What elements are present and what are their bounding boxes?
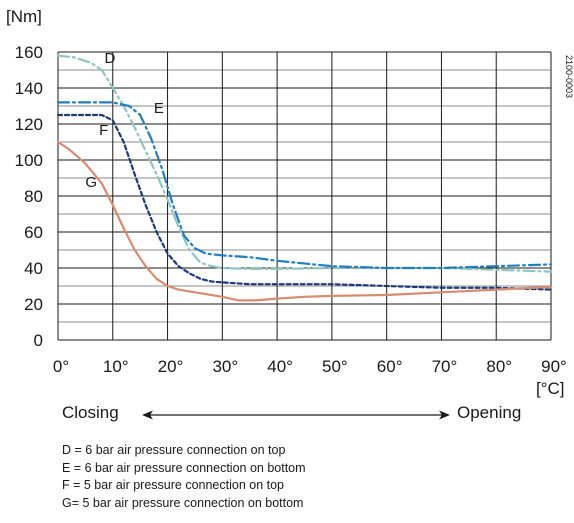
legend-entry-g: G= 5 bar air pressure connection on bott… <box>62 495 304 510</box>
series-label-d: D <box>105 50 116 67</box>
legend-entry-f: F = 5 bar air pressure connection on top <box>62 478 285 492</box>
series-label-g: G <box>85 174 97 191</box>
y-tick-label: 140 <box>15 79 43 98</box>
series-line-g <box>56 140 553 302</box>
x-tick-label: 50° <box>322 357 348 376</box>
legend-entry-d: D = 6 bar air pressure connection on top <box>62 443 286 457</box>
x-tick-label: 0° <box>53 357 69 376</box>
y-tick-label: 40 <box>24 259 43 278</box>
y-tick-label: 160 <box>15 43 43 62</box>
closing-label: Closing <box>62 403 119 422</box>
series-labels: D E F G <box>85 50 163 191</box>
y-tick-label: 0 <box>34 331 43 350</box>
series-line-f <box>56 113 553 291</box>
x-tick-label: 20° <box>158 357 184 376</box>
x-tick-label: 60° <box>377 357 403 376</box>
x-tick-label: 30° <box>212 357 238 376</box>
x-tick-label: 40° <box>267 357 293 376</box>
chart-grid <box>57 51 552 341</box>
series-line-d <box>56 54 553 273</box>
series-label-e: E <box>154 100 164 117</box>
direction-arrow <box>142 410 450 420</box>
x-tick-label: 80° <box>486 357 512 376</box>
legend-entry-e: E = 6 bar air pressure connection on bot… <box>62 460 306 475</box>
opening-label: Opening <box>457 403 522 422</box>
y-tick-label: 80 <box>24 187 43 206</box>
y-tick-label: 100 <box>15 151 43 170</box>
series-legend: D = 6 bar air pressure connection on top… <box>62 442 306 512</box>
y-tick-label: 20 <box>24 295 43 314</box>
y-axis-unit-label: [Nm] <box>6 7 42 26</box>
figure-code: 2100-0003 <box>564 55 574 98</box>
y-tick-label: 120 <box>15 115 43 134</box>
torque-chart: 0 20 40 60 80 100 120 140 160 0° 10° 20° 30° 40° 50° 60… <box>6 7 574 398</box>
chart-ticks: 0 20 40 60 80 100 120 140 160 0° 10° 20° 30° 40° 50° 60… <box>15 43 567 376</box>
chart-series <box>56 54 553 302</box>
x-axis-unit-label: [°C] <box>536 379 565 398</box>
x-tick-label: 70° <box>432 357 458 376</box>
x-tick-label: 10° <box>103 357 129 376</box>
series-label-f: F <box>99 122 108 139</box>
y-tick-label: 60 <box>24 223 43 242</box>
x-tick-label: 90° <box>541 357 567 376</box>
series-line-e <box>56 101 553 270</box>
